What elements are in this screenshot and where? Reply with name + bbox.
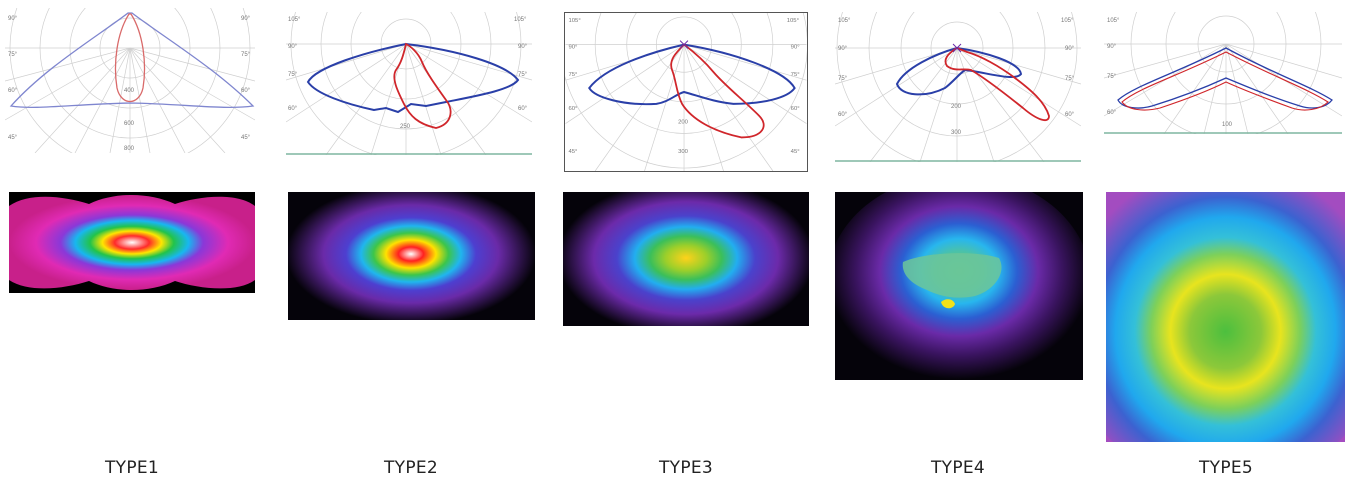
polar-tick: 75° <box>791 72 800 78</box>
polar-tick: 75° <box>838 76 848 82</box>
polar-tick: 75° <box>241 52 251 58</box>
polar-tick: 45° <box>8 135 18 141</box>
type4-polar-diagram: 105° 105° 90° 90° 75° 75° 60° 60° 200 30… <box>835 12 1081 162</box>
type3-polar-diagram: 105° 105° 90° 90° 75° 75° 60° 60° 45° 45… <box>564 12 808 172</box>
polar-tick: 105° <box>514 17 527 23</box>
polar-tick: 105° <box>1107 18 1120 24</box>
polar-tick: 60° <box>791 106 800 112</box>
type-label: TYPE2 <box>383 458 439 478</box>
polar-tick: 75° <box>568 72 577 78</box>
polar-tick: 400 <box>124 88 135 94</box>
polar-tick: 60° <box>568 106 577 112</box>
polar-tick: 60° <box>518 106 528 112</box>
polar-tick: 200 <box>951 104 962 110</box>
polar-tick: 300 <box>951 130 962 136</box>
polar-tick: 60° <box>1107 110 1117 116</box>
type1-heatmap <box>9 192 255 293</box>
polar-tick: 90° <box>838 46 848 52</box>
polar-tick: 60° <box>288 106 298 112</box>
polar-tick: 60° <box>8 88 18 94</box>
type-label: TYPE1 <box>104 458 160 478</box>
type3-heatmap <box>563 192 809 326</box>
type5-heatmap <box>1106 192 1345 442</box>
polar-tick: 800 <box>124 146 135 152</box>
polar-tick: 90° <box>1065 46 1075 52</box>
type1-polar-diagram: 90° 90° 75° 75° 60° 60° 45° 45° 400 600 … <box>5 8 255 153</box>
polar-tick: 45° <box>791 149 800 155</box>
polar-tick: 90° <box>8 16 18 22</box>
polar-tick: 75° <box>8 52 18 58</box>
polar-tick: 75° <box>1107 74 1117 80</box>
polar-tick: 105° <box>838 18 851 24</box>
polar-tick: 105° <box>568 18 580 24</box>
type-label: TYPE4 <box>930 458 986 478</box>
polar-tick: 75° <box>518 72 528 78</box>
polar-tick: 105° <box>1061 18 1074 24</box>
polar-tick: 250 <box>400 124 411 130</box>
polar-tick: 90° <box>518 44 528 50</box>
polar-tick: 75° <box>288 72 298 78</box>
polar-tick: 90° <box>568 45 577 51</box>
polar-tick: 90° <box>288 44 298 50</box>
polar-tick: 60° <box>838 112 848 118</box>
type5-polar-diagram: 105° 90° 75° 60° 100 <box>1104 12 1342 134</box>
polar-tick: 60° <box>1065 112 1075 118</box>
polar-tick: 105° <box>288 17 301 23</box>
polar-tick: 100 <box>1222 122 1233 128</box>
type-label: TYPE3 <box>658 458 714 478</box>
type2-heatmap <box>288 192 535 320</box>
polar-tick: 90° <box>241 16 251 22</box>
type-label: TYPE5 <box>1198 458 1254 478</box>
polar-tick: 45° <box>568 149 577 155</box>
type4-heatmap <box>835 192 1083 380</box>
type2-polar-diagram: 105° 105° 90° 90° 75° 75° 60° 60° 250 <box>286 12 532 155</box>
polar-tick: 45° <box>241 135 251 141</box>
polar-tick: 90° <box>791 45 800 51</box>
polar-tick: 600 <box>124 121 135 127</box>
polar-tick: 105° <box>787 18 799 24</box>
polar-tick: 200 <box>678 120 689 126</box>
polar-tick: 300 <box>678 149 689 155</box>
polar-tick: 90° <box>1107 44 1117 50</box>
polar-tick: 75° <box>1065 76 1075 82</box>
polar-tick: 60° <box>241 88 251 94</box>
